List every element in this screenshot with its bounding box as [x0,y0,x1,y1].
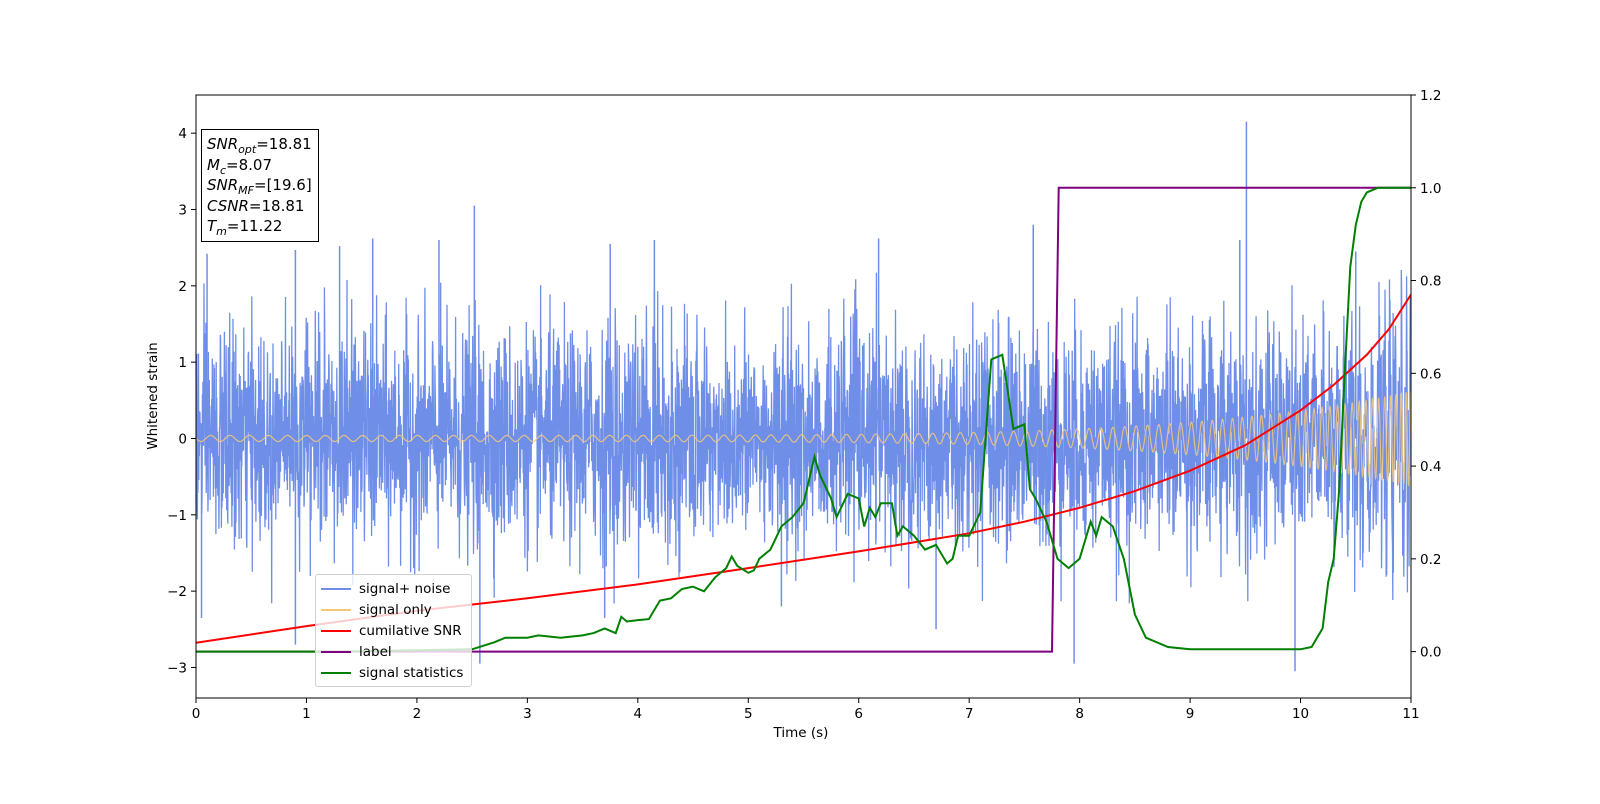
y-tick-label: 1 [178,355,187,371]
x-tick-label: 6 [854,706,863,722]
label-line [196,186,1411,653]
x-tick-label: 8 [1075,706,1084,722]
x-tick-label: 7 [965,706,974,722]
legend-swatch [321,587,351,590]
x-tick-label: 4 [634,706,643,722]
legend-label: signal statistics [359,664,464,681]
y2-tick-label: 0.2 [1420,552,1441,568]
y2-tick-label: 0.8 [1420,274,1441,290]
signal-noise-series [196,121,1411,672]
plot-frame [195,94,1412,699]
legend-swatch [321,608,351,611]
y-tick-label: −1 [167,508,187,524]
legend-swatch [321,629,351,632]
stat-csnr: CSNR=18.81 [207,196,305,215]
y2-tick-label: 0.0 [1420,645,1441,661]
signal-statistics-line [196,186,1411,653]
x-tick-label: 9 [1186,706,1195,722]
x-axis: 0 1 2 3 4 5 6 7 8 9 10 11 [192,698,1420,722]
signal-noise-line [196,269,1411,604]
legend-entry: signal+ noise [316,578,471,599]
y2-tick-label: 0.6 [1420,366,1441,382]
y-tick-label: 0 [178,431,187,447]
y-tick-label: 4 [178,126,187,142]
y2-tick-label: 0.4 [1420,459,1441,475]
y-tick-label: −2 [167,584,187,600]
legend: signal+ noise signal only cumilative SNR… [315,574,472,687]
y-tick-label: 2 [178,279,187,295]
y-axis-left: −3 −2 −1 0 1 2 3 4 [167,126,196,676]
cumilative-snr-line [196,293,1411,644]
stats-box: SNRopt=18.81 Mc=8.07 SNRMF=[19.6] CSNR=1… [201,129,319,242]
legend-entry: label [316,641,471,662]
legend-swatch [321,671,351,674]
legend-entry: signal statistics [316,662,471,683]
right-axis-series [196,186,1411,653]
stat-mc: Mc=8.07 [207,155,272,177]
y-tick-label: −3 [167,660,187,676]
y2-tick-label: 1.2 [1420,88,1441,104]
y2-tick-label: 1.0 [1420,181,1441,197]
y-tick-label: 3 [178,202,187,218]
y-axis-right: 0.0 0.2 0.4 0.6 0.8 1.0 1.2 [1411,88,1441,661]
x-tick-label: 2 [413,706,422,722]
x-tick-label: 1 [302,706,311,722]
signal-only-line [196,391,1411,488]
x-tick-label: 11 [1402,706,1419,722]
legend-label: signal only [359,601,432,618]
x-tick-label: 3 [523,706,532,722]
legend-entry: cumilative SNR [316,620,471,641]
legend-label: label [359,643,392,660]
stat-snr-opt: SNRopt=18.81 [207,135,312,156]
legend-entry: signal only [316,599,471,620]
x-tick-label: 5 [744,706,753,722]
legend-swatch [321,650,351,653]
x-axis-label: Time (s) [773,725,829,741]
legend-label: signal+ noise [359,580,451,597]
y-axis-label: Whitened strain [145,342,161,449]
x-tick-label: 10 [1292,706,1309,722]
x-tick-label: 0 [192,706,201,722]
stat-tm: Tm=11.22 [207,217,283,238]
stat-snr-mf: SNRMF=[19.6] [207,176,312,197]
legend-label: cumilative SNR [359,622,462,639]
signal-only-series [196,391,1411,488]
